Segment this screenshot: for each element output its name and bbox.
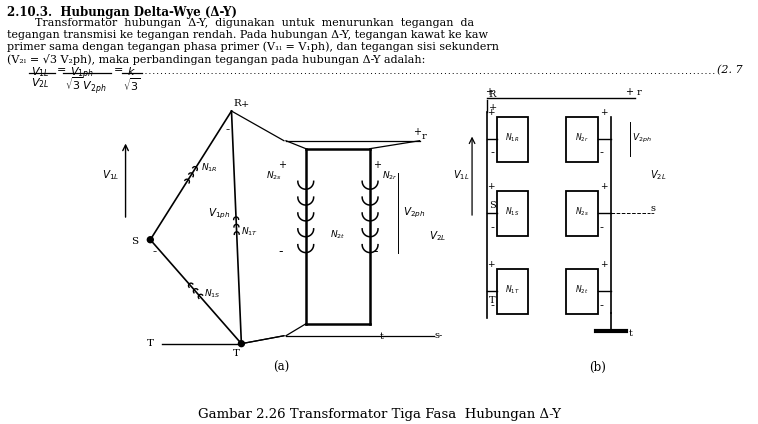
Text: $N_{1T}$: $N_{1T}$ bbox=[506, 284, 520, 296]
Text: primer sama dengan tegangan phasa primer (V₁ₗ = V₁ph), dan tegangan sisi sekunde: primer sama dengan tegangan phasa primer… bbox=[7, 42, 499, 52]
Bar bbox=[496, 269, 528, 314]
Text: $\sqrt{3}$: $\sqrt{3}$ bbox=[123, 76, 140, 93]
Text: -: - bbox=[650, 209, 654, 219]
Text: -: - bbox=[600, 222, 604, 232]
Text: +: + bbox=[412, 127, 421, 137]
Text: +: + bbox=[487, 108, 495, 117]
Text: T: T bbox=[147, 339, 155, 348]
Text: +: + bbox=[485, 87, 493, 97]
Text: -: - bbox=[373, 245, 377, 257]
Text: r: r bbox=[637, 88, 641, 97]
Text: $N_{1S}$: $N_{1S}$ bbox=[204, 287, 221, 300]
Text: T: T bbox=[233, 349, 240, 357]
Text: Gambar 2.26 Transformator Tiga Fasa  Hubungan Δ-Y: Gambar 2.26 Transformator Tiga Fasa Hubu… bbox=[198, 408, 560, 421]
Text: -: - bbox=[278, 245, 283, 257]
Text: $V_{2L}$: $V_{2L}$ bbox=[650, 168, 666, 182]
Bar bbox=[566, 117, 598, 162]
Text: (2. 7: (2. 7 bbox=[716, 65, 742, 75]
Text: R: R bbox=[233, 99, 241, 108]
Bar bbox=[496, 117, 528, 162]
Text: $\sqrt{3}\,V_{2ph}$: $\sqrt{3}\,V_{2ph}$ bbox=[65, 76, 107, 98]
Text: $V_{1ph}$: $V_{1ph}$ bbox=[208, 206, 231, 221]
Text: -: - bbox=[152, 245, 156, 258]
Text: t: t bbox=[380, 332, 384, 341]
Text: S: S bbox=[489, 201, 496, 210]
Text: (b): (b) bbox=[590, 361, 606, 374]
Text: -: - bbox=[600, 300, 604, 310]
Text: $k$: $k$ bbox=[127, 65, 136, 78]
Text: $N_{2r}$: $N_{2r}$ bbox=[575, 131, 589, 144]
Text: +: + bbox=[489, 103, 497, 112]
Text: 2.10.3.  Hubungan Delta-Wye (Δ-Y): 2.10.3. Hubungan Delta-Wye (Δ-Y) bbox=[7, 6, 236, 19]
Text: (a): (a) bbox=[273, 361, 289, 374]
Text: -: - bbox=[600, 148, 604, 158]
Text: $N_{2r}$: $N_{2r}$ bbox=[382, 169, 398, 182]
Text: tegangan transmisi ke tegangan rendah. Pada hubungan Δ-Y, tegangan kawat ke kaw: tegangan transmisi ke tegangan rendah. P… bbox=[7, 30, 487, 40]
Text: +: + bbox=[625, 87, 634, 97]
Circle shape bbox=[239, 341, 244, 347]
Text: -: - bbox=[491, 148, 495, 158]
Text: =: = bbox=[114, 65, 123, 75]
Text: +: + bbox=[278, 160, 286, 170]
Text: $N_{2t}$: $N_{2t}$ bbox=[575, 284, 589, 296]
Circle shape bbox=[147, 237, 153, 243]
Text: +: + bbox=[487, 182, 495, 191]
Text: $V_{1L}$: $V_{1L}$ bbox=[453, 168, 469, 182]
Text: -: - bbox=[225, 123, 230, 136]
Text: $V_{2ph}$: $V_{2ph}$ bbox=[402, 206, 425, 220]
Bar bbox=[566, 269, 598, 314]
Text: $V_{1L}$: $V_{1L}$ bbox=[102, 168, 119, 182]
Text: $N_{2t}$: $N_{2t}$ bbox=[330, 229, 345, 241]
Text: -: - bbox=[491, 300, 495, 310]
Text: $N_{1S}$: $N_{1S}$ bbox=[506, 206, 520, 218]
Text: R: R bbox=[489, 90, 496, 99]
Text: +: + bbox=[600, 108, 607, 117]
Text: T: T bbox=[489, 296, 496, 305]
Text: (V₂ₗ = √3 V₂ph), maka perbandingan tegangan pada hubungan Δ-Y adalah:: (V₂ₗ = √3 V₂ph), maka perbandingan tegan… bbox=[7, 53, 425, 64]
Text: $N_{1R}$: $N_{1R}$ bbox=[506, 131, 520, 144]
Text: $N_{2s}$: $N_{2s}$ bbox=[266, 169, 282, 182]
Text: s: s bbox=[650, 204, 655, 213]
Text: S: S bbox=[131, 237, 139, 246]
Text: +: + bbox=[373, 160, 381, 170]
Text: +: + bbox=[600, 182, 607, 191]
Text: $N_{1T}$: $N_{1T}$ bbox=[241, 226, 258, 238]
Bar bbox=[566, 191, 598, 236]
Text: t: t bbox=[628, 329, 632, 338]
Bar bbox=[496, 191, 528, 236]
Text: +: + bbox=[241, 100, 249, 109]
Text: $V_{2L}$: $V_{2L}$ bbox=[30, 76, 49, 90]
Text: -: - bbox=[491, 222, 495, 232]
Text: $V_{1L}$: $V_{1L}$ bbox=[30, 65, 49, 79]
Text: s-: s- bbox=[434, 331, 443, 340]
Text: $N_{2s}$: $N_{2s}$ bbox=[575, 206, 589, 218]
Text: $N_{1R}$: $N_{1R}$ bbox=[201, 162, 218, 174]
Text: $V_{2L}$: $V_{2L}$ bbox=[430, 229, 446, 243]
Text: +: + bbox=[600, 260, 607, 269]
Text: =: = bbox=[58, 65, 67, 75]
Text: r: r bbox=[421, 132, 426, 141]
Text: +: + bbox=[487, 260, 495, 269]
Text: Transformator  hubungan  Δ-Y,  digunakan  untuk  menurunkan  tegangan  da: Transformator hubungan Δ-Y, digunakan un… bbox=[7, 18, 474, 28]
Text: $V_{2ph}$: $V_{2ph}$ bbox=[632, 132, 652, 145]
Text: $V_{1ph}$: $V_{1ph}$ bbox=[70, 65, 94, 82]
